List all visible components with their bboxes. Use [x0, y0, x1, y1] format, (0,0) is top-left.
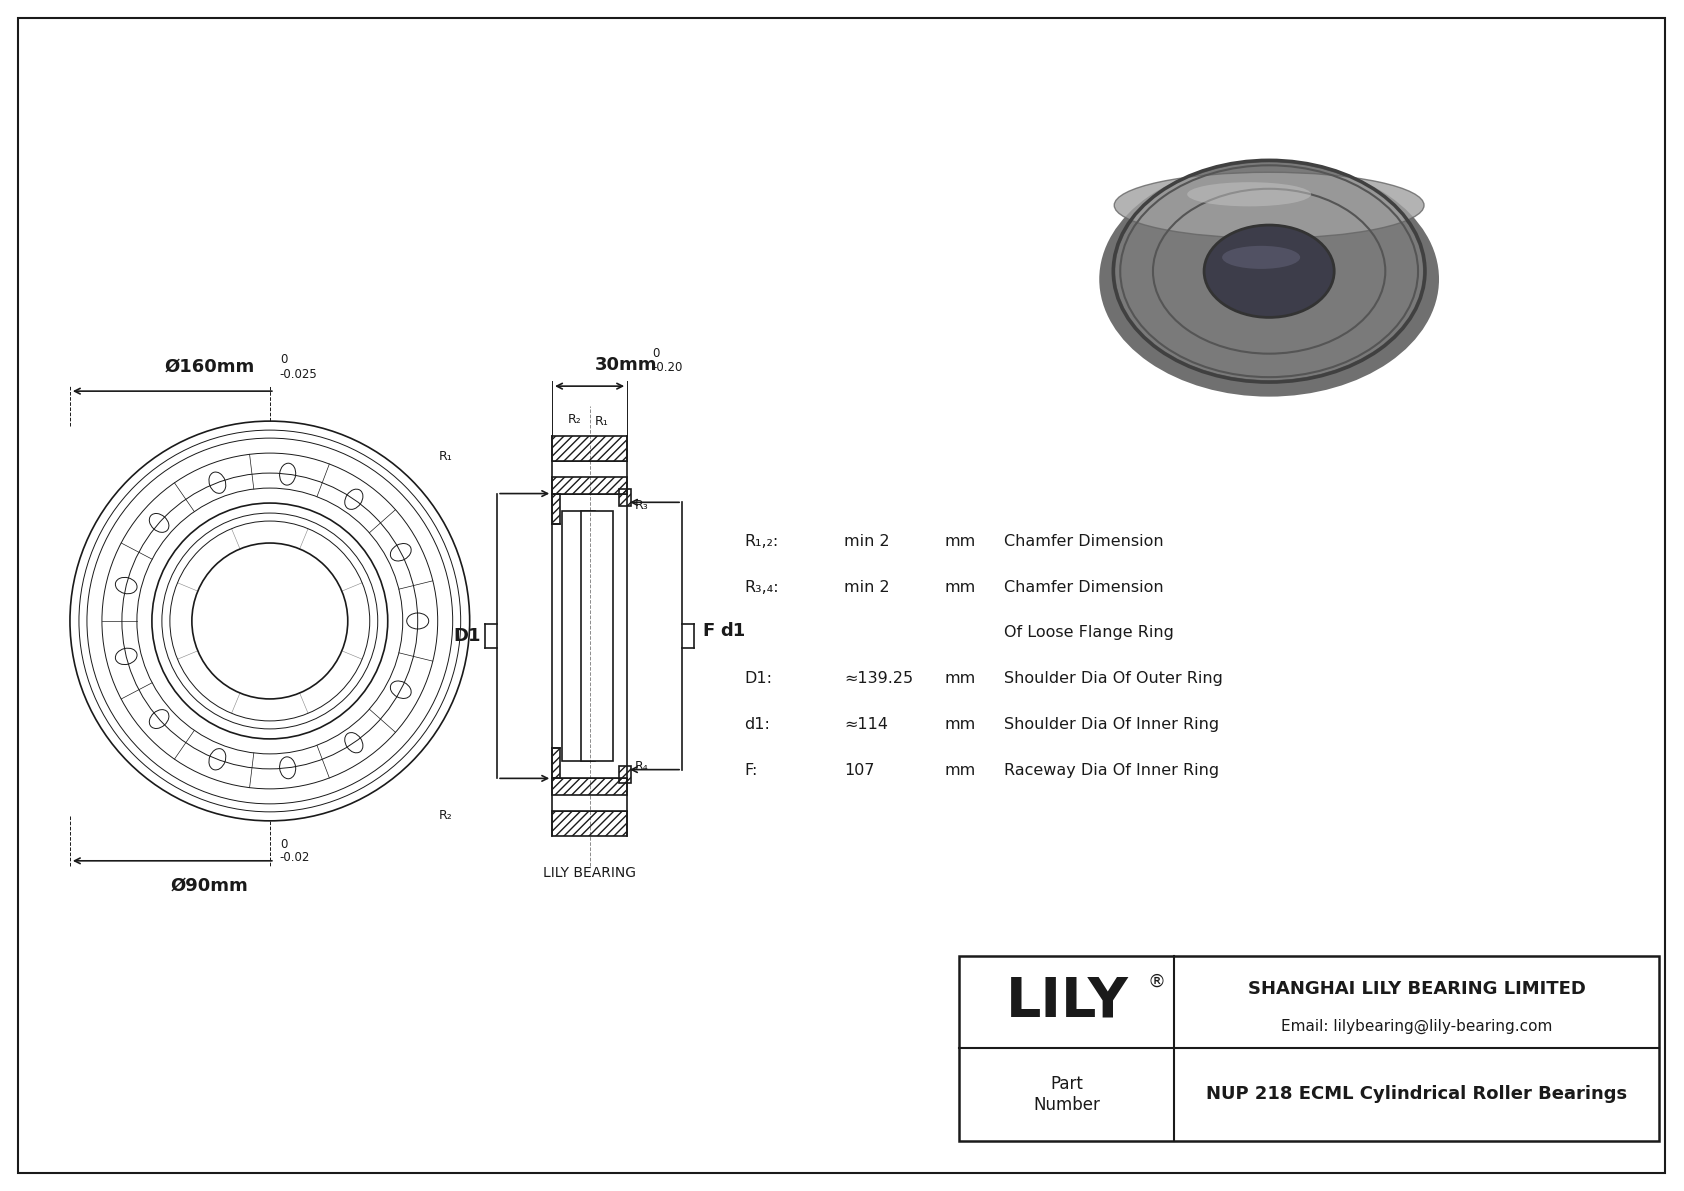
Text: ≈139.25: ≈139.25 [844, 672, 913, 686]
Text: mm: mm [945, 717, 975, 732]
Text: NUP 218 ECML Cylindrical Roller Bearings: NUP 218 ECML Cylindrical Roller Bearings [1206, 1085, 1627, 1103]
Text: F:: F: [744, 763, 758, 779]
Text: Shoulder Dia Of Inner Ring: Shoulder Dia Of Inner Ring [1004, 717, 1219, 732]
Ellipse shape [1187, 182, 1312, 206]
Text: R₁: R₁ [594, 416, 608, 428]
Text: D1:: D1: [744, 672, 773, 686]
Bar [552, 748, 561, 779]
Text: 107: 107 [844, 763, 876, 779]
Text: Ø90mm: Ø90mm [172, 877, 249, 894]
Text: F: F [702, 622, 714, 640]
Bar [581, 511, 613, 761]
Text: R₃: R₃ [635, 499, 648, 512]
Bar [960, 955, 1659, 1141]
Text: LILY: LILY [1005, 975, 1128, 1029]
Text: ®: ® [1147, 973, 1165, 991]
Text: R₁: R₁ [438, 449, 453, 462]
Ellipse shape [1115, 161, 1425, 381]
Text: mm: mm [945, 672, 975, 686]
Text: Ø160mm: Ø160mm [165, 357, 254, 375]
Text: R₁,₂:: R₁,₂: [744, 534, 778, 549]
Ellipse shape [1100, 162, 1440, 397]
Text: Chamfer Dimension: Chamfer Dimension [1004, 580, 1164, 594]
Ellipse shape [1223, 245, 1300, 269]
Text: R₂: R₂ [568, 413, 581, 426]
Text: mm: mm [945, 534, 975, 549]
Text: Part
Number: Part Number [1034, 1075, 1101, 1114]
Text: min 2: min 2 [844, 534, 891, 549]
Text: -0.025: -0.025 [280, 368, 318, 381]
Text: R₄: R₄ [635, 760, 648, 773]
Text: SHANGHAI LILY BEARING LIMITED: SHANGHAI LILY BEARING LIMITED [1248, 980, 1585, 998]
Text: -0.20: -0.20 [653, 361, 684, 374]
Text: mm: mm [945, 763, 975, 779]
Bar [552, 493, 561, 524]
Text: 0: 0 [280, 837, 288, 850]
Text: 0: 0 [653, 347, 660, 360]
Text: Of Loose Flange Ring: Of Loose Flange Ring [1004, 625, 1174, 641]
Text: 0: 0 [280, 354, 288, 366]
Text: mm: mm [945, 580, 975, 594]
Bar [552, 811, 626, 836]
Text: d1:: d1: [744, 717, 770, 732]
Bar [620, 766, 632, 784]
Text: Chamfer Dimension: Chamfer Dimension [1004, 534, 1164, 549]
Text: ≈114: ≈114 [844, 717, 889, 732]
Text: Raceway Dia Of Inner Ring: Raceway Dia Of Inner Ring [1004, 763, 1219, 779]
Ellipse shape [1204, 225, 1334, 317]
Text: R₂: R₂ [438, 810, 453, 822]
Bar [552, 476, 626, 493]
Text: 30mm: 30mm [594, 356, 657, 374]
Bar [552, 779, 626, 796]
Text: d1: d1 [721, 622, 746, 640]
Bar [552, 436, 626, 461]
Bar [620, 488, 632, 505]
Text: -0.02: -0.02 [280, 850, 310, 863]
Text: D1: D1 [453, 626, 482, 646]
Text: R₃,₄:: R₃,₄: [744, 580, 780, 594]
Text: Email: lilybearing@lily-bearing.com: Email: lilybearing@lily-bearing.com [1282, 1018, 1553, 1034]
Ellipse shape [1115, 173, 1425, 238]
Text: Shoulder Dia Of Outer Ring: Shoulder Dia Of Outer Ring [1004, 672, 1223, 686]
Bar [562, 511, 594, 761]
Text: min 2: min 2 [844, 580, 891, 594]
Text: LILY BEARING: LILY BEARING [544, 866, 637, 880]
